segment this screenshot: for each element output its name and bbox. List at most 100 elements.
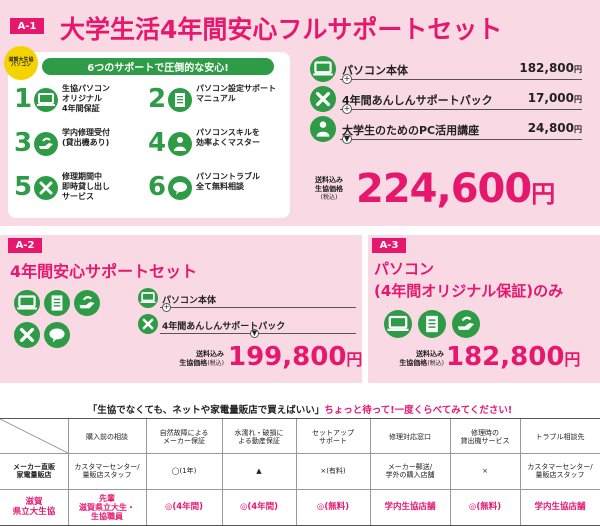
- compare-headline: 「生協でなくても、ネットや家電量販店で買えばいい」ちょっと待って!一度くらべてみ…: [0, 402, 600, 416]
- ribbon-badge: 滋賀大生協パソコン: [4, 46, 38, 80]
- support-text: 生協パソコン オリジナル 4年間保証: [62, 84, 110, 113]
- table-row-divider: [0, 489, 600, 490]
- table-cell: ◯(1年): [171, 466, 197, 475]
- a1-item-name: パソコン本体: [342, 64, 408, 77]
- table-header: 購入前の相談: [86, 432, 128, 441]
- support-item: 1 生協パソコン オリジナル 4年間保証: [14, 82, 144, 122]
- manual-icon: [168, 88, 192, 112]
- a1-item-underline: [340, 139, 582, 140]
- chat-icon: [44, 322, 70, 348]
- support-item: 6 パソコントラブル 全て無料相談: [148, 170, 278, 210]
- a2-total-label-2: 生協価格: [179, 359, 208, 368]
- a3-total-unit: 円: [564, 350, 581, 369]
- a1-total-unit: 円: [531, 180, 556, 208]
- table-col-divider: [450, 419, 451, 526]
- table-cell: ▲: [256, 466, 262, 475]
- a2-total-price: 199,800: [228, 342, 347, 372]
- person-icon: [310, 116, 336, 142]
- a1-total: 224,600円: [356, 166, 555, 212]
- a1-title: 大学生活4年間安心フルサポートセット: [60, 15, 503, 44]
- table-cell: 先輩 滋賀県立大生・ 生協職員: [79, 493, 135, 522]
- repair-icon: [74, 290, 100, 316]
- laptop-icon: [34, 88, 58, 112]
- repair-icon: [34, 132, 58, 156]
- table-header: 修理対応窓口: [389, 432, 431, 441]
- skill-icon: [168, 132, 192, 156]
- support-text: 修理期間中 即時貸し出し サービス: [62, 172, 110, 201]
- table-cell: カスタマーセンター/ 量販店スタッフ: [74, 462, 140, 479]
- table-cell: ◎(無料): [468, 501, 502, 512]
- table-header: セットアップ サポート: [312, 428, 354, 445]
- support-banner-text: 6つのサポートで圧倒的な安心!: [87, 63, 229, 74]
- table-cell: ◎(4年間): [164, 501, 204, 512]
- laptop-icon: [14, 290, 40, 316]
- arrow-down-icon: ▼: [342, 134, 352, 144]
- row-label-coop: 滋賀 県立大生協: [12, 496, 56, 517]
- compare-headline-pink: ちょっと待って!一度くらべてみてください!: [324, 405, 513, 416]
- a2-item-name: パソコン本体: [162, 296, 217, 306]
- a1-item-price-unit: 円: [574, 95, 582, 104]
- compare-table: 購入前の相談 自然故障による メーカー保証 水濡れ・破損に よる動産保証 セットアップ…: [0, 418, 600, 526]
- a1-item-price-value: 24,800: [527, 121, 574, 135]
- tools-icon: [138, 314, 158, 334]
- a2-item-underline: [160, 307, 356, 308]
- a1-item-underline: [340, 79, 582, 80]
- table-header: 水濡れ・破損に よる動産保証: [234, 428, 284, 445]
- support-banner: 6つのサポートで圧倒的な安心!: [42, 58, 274, 75]
- plus-icon: +: [162, 303, 171, 312]
- support-item: 4 パソコンスキルを 効率よくマスター: [148, 126, 278, 166]
- a2-total: 199,800円: [228, 342, 362, 372]
- a3-total-label: 送料込み 生協価格(税込): [382, 350, 444, 368]
- manual-icon: [44, 290, 70, 316]
- tools-icon: [34, 176, 58, 200]
- table-col-divider: [296, 419, 297, 526]
- a3-total-label-2: 生協価格: [399, 359, 428, 368]
- table-header: 自然故障による メーカー保証: [159, 428, 209, 445]
- a3-card: [368, 235, 600, 383]
- a2-tax-label: (税込): [207, 360, 224, 368]
- laptop-icon: [138, 288, 158, 308]
- table-cell: 学内生協店舗: [534, 501, 586, 512]
- a2-total-unit: 円: [346, 350, 363, 369]
- row-label-retail: メーカー直販 家電量販店: [13, 462, 55, 479]
- a1-tag: A-1: [10, 18, 44, 34]
- support-item: 2 パソコン設定サポート マニュアル: [148, 82, 278, 122]
- a3-title-2: (4年間オリジナル保証)のみ: [374, 282, 564, 300]
- table-header: トラブル相談先: [535, 432, 585, 441]
- support-number: 6: [148, 172, 167, 202]
- a2-tag: A-2: [8, 238, 42, 253]
- support-text: パソコン設定サポート マニュアル: [196, 84, 276, 103]
- table-col-divider: [370, 419, 371, 526]
- a3-title-1: パソコン: [374, 260, 435, 278]
- support-item: 5 修理期間中 即時貸し出し サービス: [14, 170, 144, 210]
- table-cell: 学内生協店舗: [384, 501, 436, 512]
- chat-icon: [168, 176, 192, 200]
- table-header: 修理時の 貸出機サービス: [460, 428, 510, 445]
- table-corner-cell: [0, 418, 69, 454]
- a1-total-price: 224,600: [356, 166, 532, 212]
- plus-icon: +: [342, 104, 352, 114]
- a1-tax-label: (税込): [320, 193, 338, 201]
- a1-item-name: 4年間あんしんサポートパック: [342, 94, 493, 107]
- a2-title: 4年間安心サポートセット: [10, 262, 198, 281]
- a3-tax-label: (税込): [427, 360, 444, 368]
- table-cell: ◎(4年間): [239, 501, 279, 512]
- a1-item-underline: [340, 109, 582, 110]
- support-number: 2: [148, 84, 167, 114]
- a1-total-label: 送料込み 生協価格 (税込): [308, 176, 350, 201]
- a1-item-price: 182,800円: [519, 61, 582, 75]
- table-cell: ×: [482, 466, 488, 475]
- support-text: パソコンスキルを 効率よくマスター: [196, 128, 260, 147]
- table-col-divider: [520, 419, 521, 526]
- a1-total-label-text: 送料込み 生協価格: [315, 176, 343, 193]
- a1-item-price-value: 182,800: [519, 61, 574, 75]
- tools-icon: [14, 322, 40, 348]
- a3-tag: A-3: [372, 238, 406, 253]
- arrow-down-icon: ▼: [250, 329, 259, 338]
- ribbon-text: 滋賀大生協パソコン: [8, 56, 34, 68]
- plus-icon: +: [342, 74, 352, 84]
- table-cell: メーカー郵送/ 学外の購入店舗: [385, 462, 435, 479]
- table-cell: ◎(無料): [316, 501, 350, 512]
- table-col-divider: [222, 419, 223, 526]
- a2-total-label: 送料込み 生協価格(税込): [146, 350, 224, 368]
